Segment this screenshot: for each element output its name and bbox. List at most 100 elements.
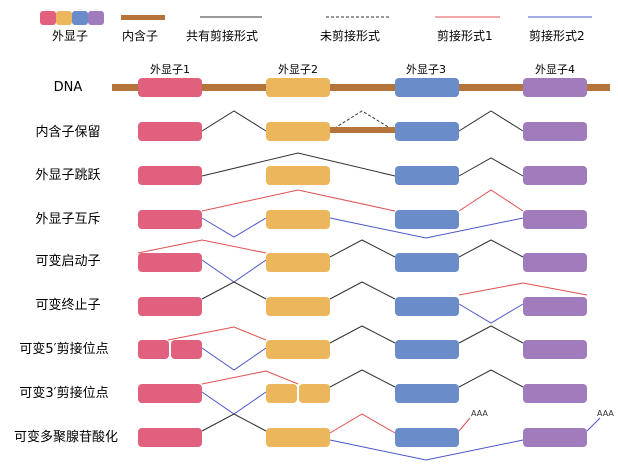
exon-2 xyxy=(266,122,330,141)
exon-1 xyxy=(138,210,202,229)
isoform1-junction-2-3 xyxy=(329,413,396,434)
row-alt-polya: AAA AAA xyxy=(138,409,614,461)
legend-isoform1-label: 剪接形式1 xyxy=(437,28,493,43)
exon-1 xyxy=(138,428,202,447)
dna-exon-3 xyxy=(395,78,459,97)
legend-intron-label: 内含子 xyxy=(122,28,158,43)
row-label-alt-polya: 可变多聚腺苷酸化 xyxy=(14,429,118,445)
isoform2-junction-3-4 xyxy=(458,303,524,324)
exon-3 xyxy=(395,428,459,447)
exon-label-4: 外显子4 xyxy=(535,63,575,76)
row-exon-skipping xyxy=(138,152,587,185)
isoform2-junction-3ss xyxy=(201,391,267,415)
exon-2 xyxy=(266,428,330,447)
polya-label-1: AAA xyxy=(471,409,488,418)
exon-4 xyxy=(523,166,587,185)
dna-row: 外显子1 外显子2 外显子3 外显子4 xyxy=(112,63,610,97)
row-label-alt-3ss: 可变3′剪接位点 xyxy=(19,385,108,401)
exon-3 xyxy=(395,122,459,141)
exon-1 xyxy=(138,166,202,185)
exon-3 xyxy=(395,384,459,403)
exon-label-1: 外显子1 xyxy=(150,63,190,76)
row-alt-terminator xyxy=(138,281,588,324)
isoform2-polya-tail xyxy=(586,417,601,432)
row-labels: DNA 内含子保留 外显子跳跃 外显子互斥 可变启动子 可变终止子 可变5′剪接… xyxy=(14,80,118,445)
polya-label-2: AAA xyxy=(597,409,614,418)
row-label-mutually-exclusive: 外显子互斥 xyxy=(35,212,100,227)
dna-exon-4 xyxy=(523,78,587,97)
row-label-alt-terminator: 可变终止子 xyxy=(35,297,100,313)
exon-2 xyxy=(266,340,330,359)
unspliced-junction-2-3 xyxy=(329,110,396,132)
dna-strand xyxy=(112,84,610,91)
exon-1-part-a xyxy=(138,340,169,359)
dna-exon-1 xyxy=(138,78,202,97)
retained-intron xyxy=(330,127,395,133)
junction-3-4 xyxy=(458,110,524,132)
exon-3 xyxy=(395,297,459,316)
junction-3-4 xyxy=(458,239,524,258)
exon-2-part-b xyxy=(299,384,330,403)
isoform2-junction-1-2 xyxy=(201,259,267,283)
junction-2-3 xyxy=(329,239,396,258)
row-intron-retention xyxy=(138,110,587,141)
exon-3 xyxy=(395,166,459,185)
isoform2-junction-2-4 xyxy=(329,439,524,461)
row-label-alt-5ss: 可变5′剪接位点 xyxy=(19,341,108,357)
row-label-exon-skipping: 外显子跳跃 xyxy=(35,168,100,183)
junction-3-4 xyxy=(458,157,524,177)
row-alt-5ss xyxy=(138,325,587,371)
isoform2-junction-1-2 xyxy=(201,217,267,238)
exon-4 xyxy=(523,428,587,447)
exon-3 xyxy=(395,253,459,272)
junction-3-4 xyxy=(458,325,524,344)
exon-4 xyxy=(523,340,587,359)
exon-4 xyxy=(523,210,587,229)
exon-1 xyxy=(138,297,202,316)
row-alt-promoter xyxy=(137,239,587,283)
isoform1-promoter-line xyxy=(137,239,267,254)
legend-shared-label: 共有剪接形式 xyxy=(186,28,258,43)
legend-exon-swatch-3 xyxy=(72,11,88,25)
row-label-dna: DNA xyxy=(54,80,83,95)
exon-1 xyxy=(138,122,202,141)
isoform1-terminator-line xyxy=(458,282,588,296)
row-mutually-exclusive xyxy=(138,189,587,239)
exon-label-3: 外显子3 xyxy=(406,63,446,76)
exon-1-part-b xyxy=(171,340,202,359)
isoform2-junction-2-4 xyxy=(329,217,524,239)
isoform1-junction-5ss xyxy=(167,326,267,341)
exon-3 xyxy=(395,340,459,359)
junction-2-3 xyxy=(329,281,396,300)
legend-exon-swatch-4 xyxy=(88,11,104,25)
exon-4 xyxy=(523,122,587,141)
exon-4 xyxy=(523,253,587,272)
isoform1-junction-1-3 xyxy=(201,189,396,212)
exon-2 xyxy=(266,297,330,316)
legend-unspliced-label: 未剪接形式 xyxy=(320,28,380,43)
legend-isoform2-label: 剪接形式2 xyxy=(529,28,585,43)
exon-2 xyxy=(266,166,330,185)
row-alt-3ss xyxy=(138,369,587,415)
exon-2 xyxy=(266,253,330,272)
junction-2-3 xyxy=(329,369,396,388)
exon-1 xyxy=(138,384,202,403)
junction-1-2 xyxy=(201,281,267,300)
row-label-intron-retention: 内含子保留 xyxy=(35,124,100,140)
legend-exon-swatch-2 xyxy=(56,11,72,25)
junction-3-4 xyxy=(458,369,524,388)
legend: 外显子 内含子 共有剪接形式 未剪接形式 剪接形式1 剪接形式2 xyxy=(40,11,592,43)
exon-1 xyxy=(138,253,202,272)
skip-junction-1-3 xyxy=(201,152,396,177)
exon-label-2: 外显子2 xyxy=(278,63,318,76)
legend-exon-label: 外显子 xyxy=(52,29,88,43)
junction-2-3 xyxy=(329,325,396,344)
exon-4 xyxy=(523,297,587,316)
junction-1-2 xyxy=(201,110,267,132)
isoform2-junction-5ss xyxy=(201,347,267,371)
exon-3 xyxy=(395,210,459,229)
legend-exon-swatch-1 xyxy=(40,11,56,25)
exon-2 xyxy=(266,210,330,229)
